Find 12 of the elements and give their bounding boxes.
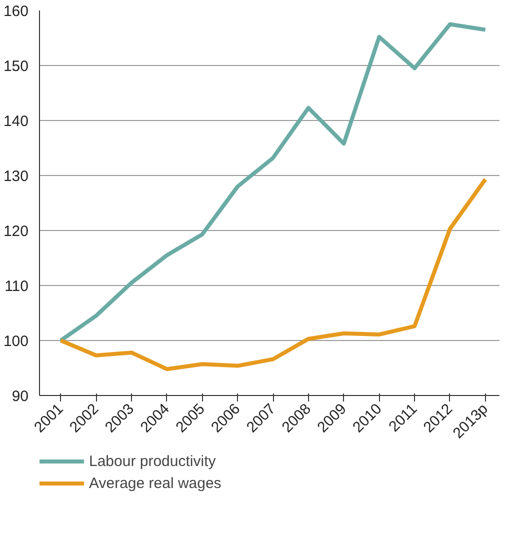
legend-label: Average real wages — [89, 474, 222, 492]
line-series — [58, 22, 488, 342]
y-tick-label: 100 — [3, 333, 29, 350]
y-tick-label: 110 — [4, 278, 29, 295]
y-tick-label: 160 — [3, 3, 29, 20]
y-tick-label: 90 — [12, 388, 29, 405]
y-tick-label: 130 — [3, 168, 29, 185]
legend-label: Labour productivity — [89, 452, 216, 470]
y-tick-label: 150 — [3, 58, 29, 75]
line-series — [58, 177, 488, 372]
y-tick-label: 120 — [3, 223, 29, 240]
y-tick-label: 140 — [3, 113, 29, 130]
